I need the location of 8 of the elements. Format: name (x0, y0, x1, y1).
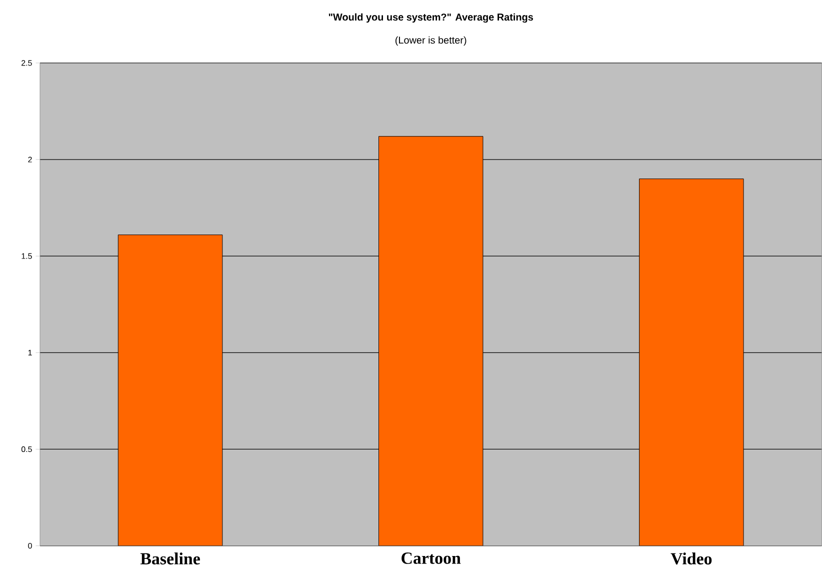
chart-title: "Would you use system?" Average Ratings (328, 13, 534, 23)
x-tick-label: Baseline (140, 552, 200, 565)
x-tick-label: Video (670, 552, 712, 565)
bar (378, 136, 484, 546)
bar (639, 178, 744, 546)
bar (118, 234, 223, 546)
x-tick-label: Cartoon (402, 552, 461, 564)
chart-subtitle: (Lower is better) (395, 36, 466, 46)
